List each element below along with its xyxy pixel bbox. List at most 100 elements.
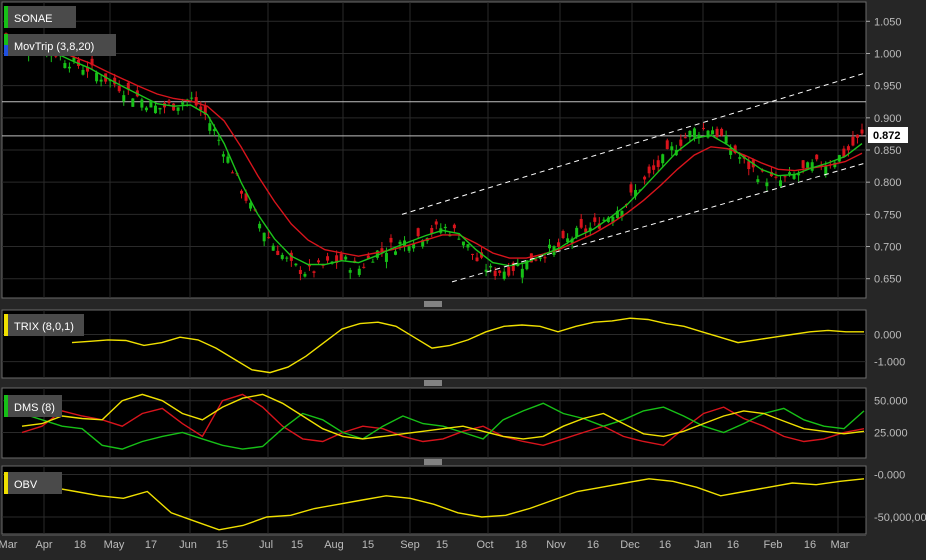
candle-body [366, 255, 370, 259]
candle-body [760, 170, 764, 172]
price-ytick-label: 0.950 [874, 81, 902, 93]
price-symbol-tag[interactable]: SONAE [4, 6, 76, 28]
candle-body [733, 145, 737, 154]
candle-body [538, 257, 542, 259]
candle-body [706, 130, 710, 138]
candle-body [452, 224, 456, 229]
candle-body [810, 162, 814, 171]
candle-body [643, 176, 647, 180]
obv-tag[interactable]: OBV [4, 472, 62, 494]
candle-body [226, 156, 230, 163]
candle-body [597, 223, 601, 229]
candle-body [81, 69, 85, 75]
candle-body [466, 244, 470, 248]
candle-body [711, 130, 715, 135]
candle-body [375, 250, 379, 258]
x-tick-label: Jul [259, 539, 273, 551]
candle-body [692, 128, 696, 138]
obv-line [3, 473, 865, 531]
x-tick-label: Jun [179, 539, 197, 551]
x-tick-label: Apr [35, 539, 52, 551]
candle-body [194, 97, 198, 106]
x-tick-label: 16 [659, 539, 671, 551]
candle-body [371, 261, 375, 263]
candle-body [461, 241, 465, 246]
candle-body [4, 33, 8, 35]
obv-ytick-label: -50,000,00 [874, 512, 926, 524]
candle-body [665, 140, 669, 150]
price-ytick-label: 0.650 [874, 274, 902, 286]
candle-body [525, 260, 529, 270]
x-tick-label: Mar [831, 539, 850, 551]
candle-body [108, 80, 112, 82]
candle-body [860, 129, 864, 134]
candle-body [634, 189, 638, 197]
candle-body [846, 146, 850, 151]
candle-body [126, 82, 130, 90]
candle-body [588, 227, 592, 232]
candle-body [167, 100, 171, 104]
movtrip-slow-swatch [4, 45, 8, 56]
candle-body [774, 176, 778, 178]
panel-2-background [1, 387, 867, 459]
dms-swatch [4, 395, 8, 417]
x-tick-label: 15 [216, 539, 228, 551]
x-tick-label: 15 [291, 539, 303, 551]
candle-body [217, 139, 221, 141]
trix-ytick-label: 0.000 [874, 329, 902, 341]
candle-body [72, 57, 76, 61]
price-ytick-label: 1.000 [874, 48, 902, 60]
dms-ytick-label: 50.000 [874, 396, 908, 408]
candle-body [629, 184, 633, 193]
candle-body [63, 63, 67, 69]
candle-body [534, 259, 538, 261]
candle-body [670, 146, 674, 151]
dms-tag[interactable]: DMS (8) [4, 395, 62, 417]
candle-body [267, 237, 271, 239]
candle-body [489, 265, 493, 268]
last-price-bg [868, 127, 908, 143]
price-ytick-label: 0.800 [874, 177, 902, 189]
dms-tag-bg [4, 395, 62, 417]
candle-body [249, 202, 253, 209]
obv-label: OBV [14, 479, 38, 491]
candle-body [90, 58, 94, 66]
candle-body [99, 79, 103, 82]
candle-body [389, 237, 393, 243]
candle-body [701, 127, 705, 129]
price-ytick-label: 1.050 [874, 16, 902, 28]
movtrip-tag[interactable]: MovTrip (3,8,20) [4, 34, 116, 56]
candle-body [502, 271, 506, 279]
candle-body [480, 252, 484, 258]
candle-body [792, 174, 796, 179]
candle-body [833, 162, 837, 168]
candle-body [579, 218, 583, 228]
price-ytick-label: 0.900 [874, 113, 902, 125]
candle-body [303, 273, 307, 277]
trix-label: TRIX (8,0,1) [14, 321, 74, 333]
x-tick-label: 16 [587, 539, 599, 551]
candle-body [697, 134, 701, 139]
candle-body [240, 190, 244, 194]
dms-label: DMS (8) [14, 402, 55, 414]
candle-body [398, 241, 402, 245]
candle-body [507, 266, 511, 276]
obv-swatch [4, 472, 8, 494]
x-tick-label: 18 [515, 539, 527, 551]
trix-tag[interactable]: TRIX (8,0,1) [4, 314, 84, 336]
candle-body [602, 219, 606, 221]
candle-body [566, 238, 570, 243]
panel-3-background [1, 465, 867, 535]
trix-ytick-label: -1.000 [874, 357, 905, 369]
candle-body [416, 228, 420, 237]
candle-body [801, 160, 805, 168]
candle-body [683, 137, 687, 139]
candle-body [815, 154, 819, 160]
candle-body [615, 210, 619, 219]
dms-minus-line [21, 393, 865, 447]
candle-body [470, 253, 474, 255]
obv-tag-bg [4, 472, 62, 494]
candle-body [511, 262, 515, 271]
candle-body [769, 171, 773, 177]
